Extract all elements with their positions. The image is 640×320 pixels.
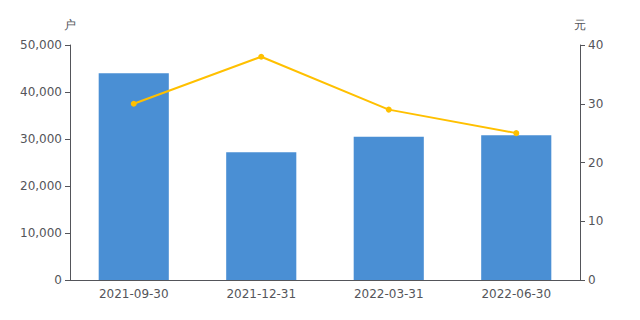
svg-text:20,000: 20,000: [20, 179, 62, 193]
svg-text:30,000: 30,000: [20, 132, 62, 146]
svg-text:户: 户: [64, 18, 76, 32]
svg-text:20: 20: [588, 156, 603, 170]
svg-text:40: 40: [588, 38, 603, 52]
svg-text:50,000: 50,000: [20, 38, 62, 52]
svg-text:2022-06-30: 2022-06-30: [481, 287, 551, 301]
svg-text:2021-12-31: 2021-12-31: [226, 287, 296, 301]
svg-text:0: 0: [588, 273, 596, 287]
svg-text:40,000: 40,000: [20, 85, 62, 99]
svg-text:2022-03-31: 2022-03-31: [354, 287, 424, 301]
svg-text:2021-09-30: 2021-09-30: [99, 287, 169, 301]
svg-text:30: 30: [588, 97, 603, 111]
svg-text:10,000: 10,000: [20, 226, 62, 240]
svg-text:10: 10: [588, 214, 603, 228]
svg-text:元: 元: [574, 18, 586, 32]
svg-text:0: 0: [54, 273, 62, 287]
